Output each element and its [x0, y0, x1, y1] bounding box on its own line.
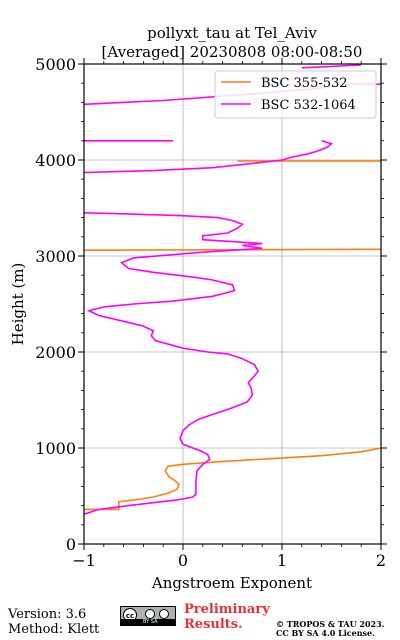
legend-box: [214, 70, 377, 119]
y-tick-label: 2000: [35, 343, 76, 362]
plot-frame: [83, 63, 382, 545]
by-person-icon: [145, 609, 155, 619]
series-segment-bsc-532-1064: [301, 64, 362, 69]
version-text: Version: 3.6: [8, 607, 87, 622]
legend: BSC 355-532 BSC 532-1064: [214, 70, 377, 119]
cc-license-badge: cc BY SA: [120, 606, 176, 626]
copyright-text: © TROPOS & TAU 2023. CC BY SA 4.0 Licens…: [276, 620, 384, 638]
legend-label-bsc-355-532: BSC 355-532: [261, 76, 348, 91]
x-tick-label: 1: [277, 551, 287, 570]
y-tick-label: 4000: [35, 151, 76, 170]
x-tick-label: 2: [376, 551, 386, 570]
method-text: Method: Klett: [8, 622, 100, 637]
preliminary-line1: Preliminary: [184, 602, 270, 617]
preliminary-results-text: Preliminary Results.: [184, 602, 270, 632]
chart-title-line1: pollyxt_tau at Tel_Aviv: [147, 24, 317, 42]
preliminary-line2: Results.: [184, 617, 243, 632]
legend-label-bsc-532-1064: BSC 532-1064: [261, 98, 356, 113]
copyright-line2: CC BY SA 4.0 License.: [276, 628, 375, 638]
chart-title-line2: [Averaged] 20230808 08:00-08:50: [102, 43, 363, 61]
copyright-line1: © TROPOS & TAU 2023.: [276, 619, 385, 629]
series-lines: [84, 64, 381, 515]
y-tick-label: 3000: [35, 247, 76, 266]
y-tick-label: 0: [66, 535, 76, 554]
y-tick-label: 5000: [35, 55, 76, 74]
x-tick-label: −1: [72, 551, 96, 570]
y-axis-label: Height (m): [9, 263, 27, 346]
y-tick-label: 1000: [35, 439, 76, 458]
series-line-bsc-355-532: [84, 447, 381, 511]
series-line-bsc-532-1064: [84, 212, 263, 515]
sharealike-icon: [159, 609, 169, 619]
x-axis-label: Angstroem Exponent: [151, 574, 312, 592]
series-segment-bsc-532-1064: [84, 140, 334, 174]
x-tick-label: 0: [178, 551, 188, 570]
license-badge-label: BY SA: [121, 619, 175, 625]
